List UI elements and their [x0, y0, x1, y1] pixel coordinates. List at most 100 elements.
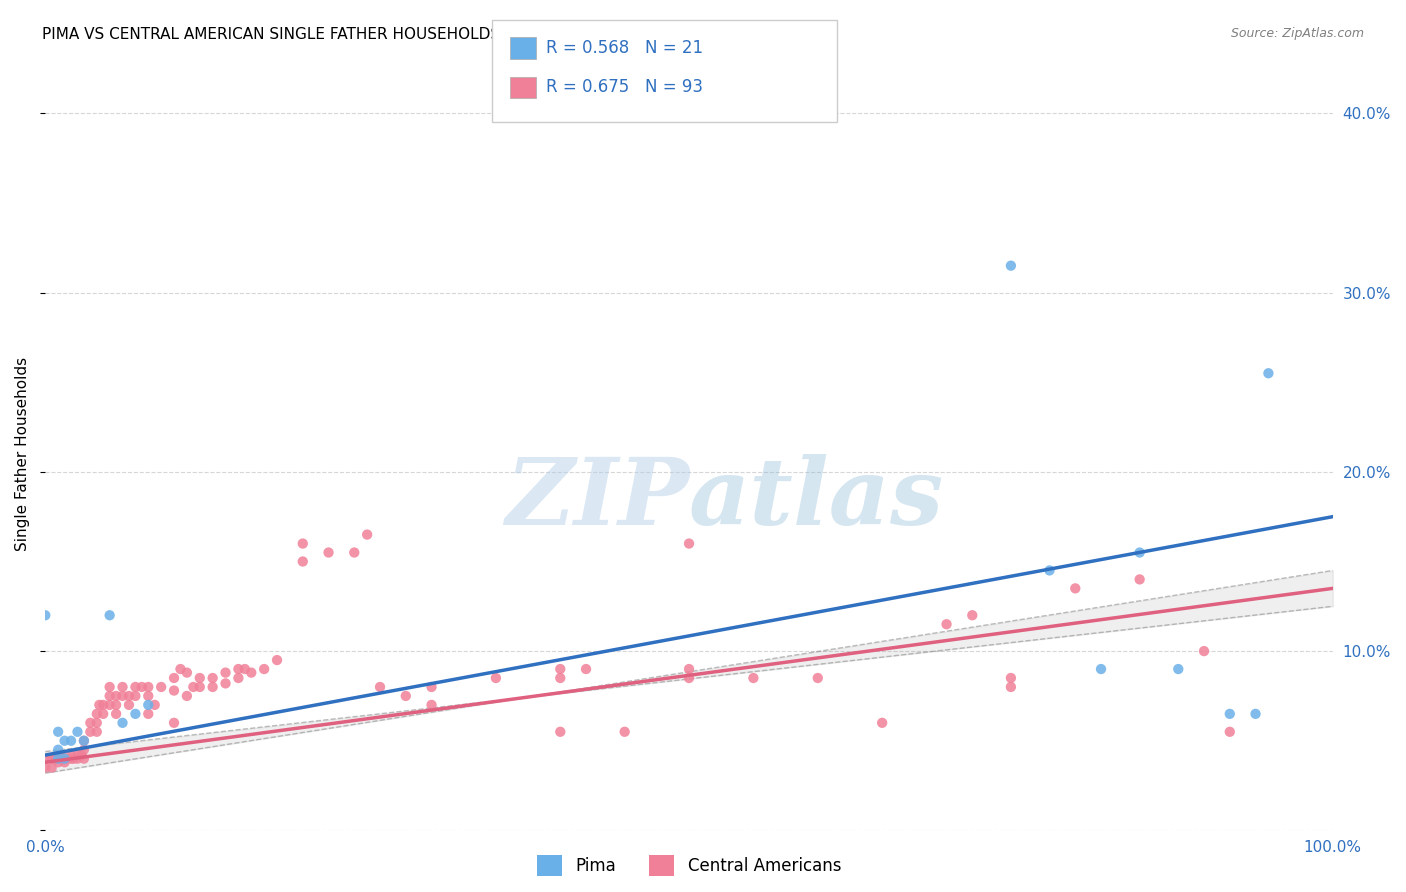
Point: [1257, 366, 1279, 380]
Point: [214, 665, 236, 680]
Point: [98, 608, 121, 623]
Point: [201, 671, 224, 685]
Point: [66, 752, 89, 766]
Point: [548, 724, 571, 739]
Point: [1129, 573, 1152, 587]
Point: [1192, 644, 1215, 658]
Text: R = 0.675   N = 93: R = 0.675 N = 93: [546, 78, 703, 96]
Point: [73, 733, 96, 747]
Point: [131, 680, 153, 694]
Point: [124, 706, 146, 721]
Point: [1038, 564, 1060, 578]
Point: [34, 752, 56, 766]
Point: [291, 554, 314, 568]
Point: [62, 752, 84, 766]
Point: [1090, 662, 1112, 676]
Point: [935, 617, 957, 632]
Point: [53, 756, 76, 770]
Point: [118, 698, 141, 712]
Point: [188, 671, 211, 685]
Point: [53, 752, 76, 766]
Point: [34, 608, 56, 623]
Point: [73, 742, 96, 756]
Point: [41, 752, 63, 766]
Point: [395, 689, 418, 703]
Point: [105, 689, 128, 703]
Point: [46, 742, 69, 756]
Point: [870, 715, 893, 730]
Point: [34, 761, 56, 775]
Point: [136, 680, 159, 694]
Point: [548, 671, 571, 685]
Text: R = 0.568   N = 21: R = 0.568 N = 21: [546, 39, 703, 57]
Point: [176, 689, 198, 703]
Point: [214, 676, 236, 690]
Point: [91, 698, 114, 712]
Point: [1219, 706, 1241, 721]
Point: [98, 689, 121, 703]
Point: [1064, 582, 1087, 596]
Point: [136, 706, 159, 721]
Point: [420, 680, 443, 694]
Point: [124, 689, 146, 703]
Point: [318, 545, 340, 559]
Point: [49, 748, 72, 763]
Point: [79, 724, 101, 739]
Point: [169, 662, 191, 676]
Text: Source: ZipAtlas.com: Source: ZipAtlas.com: [1230, 27, 1364, 40]
Point: [548, 662, 571, 676]
Point: [343, 545, 366, 559]
Point: [575, 662, 598, 676]
Point: [89, 698, 111, 712]
Text: ZIP: ZIP: [505, 454, 689, 544]
Point: [46, 724, 69, 739]
Point: [73, 733, 96, 747]
Point: [98, 680, 121, 694]
Point: [678, 671, 700, 685]
Point: [253, 662, 276, 676]
Point: [678, 536, 700, 550]
Point: [1000, 671, 1022, 685]
Point: [111, 680, 134, 694]
Point: [136, 689, 159, 703]
Point: [53, 752, 76, 766]
Point: [118, 689, 141, 703]
Point: [163, 715, 186, 730]
Point: [163, 671, 186, 685]
Point: [356, 527, 378, 541]
Point: [60, 748, 83, 763]
Point: [228, 671, 250, 685]
Point: [1000, 259, 1022, 273]
Point: [98, 698, 121, 712]
Point: [1244, 706, 1267, 721]
Point: [240, 665, 263, 680]
Point: [150, 680, 173, 694]
Point: [233, 662, 256, 676]
Text: atlas: atlas: [689, 454, 945, 544]
Point: [46, 752, 69, 766]
Point: [66, 748, 89, 763]
Point: [46, 752, 69, 766]
Point: [183, 680, 205, 694]
Point: [678, 662, 700, 676]
Point: [807, 671, 830, 685]
Point: [420, 698, 443, 712]
Point: [188, 680, 211, 694]
Text: PIMA VS CENTRAL AMERICAN SINGLE FATHER HOUSEHOLDS CORRELATION CHART: PIMA VS CENTRAL AMERICAN SINGLE FATHER H…: [42, 27, 671, 42]
Point: [41, 761, 63, 775]
Point: [291, 536, 314, 550]
Point: [163, 683, 186, 698]
Point: [44, 752, 66, 766]
Point: [228, 662, 250, 676]
Point: [46, 756, 69, 770]
Point: [962, 608, 984, 623]
Point: [368, 680, 391, 694]
Point: [136, 698, 159, 712]
Point: [124, 680, 146, 694]
Point: [70, 748, 93, 763]
Point: [105, 698, 128, 712]
Point: [1129, 545, 1152, 559]
Point: [66, 724, 89, 739]
Point: [201, 680, 224, 694]
Y-axis label: Single Father Households: Single Father Households: [15, 357, 30, 551]
